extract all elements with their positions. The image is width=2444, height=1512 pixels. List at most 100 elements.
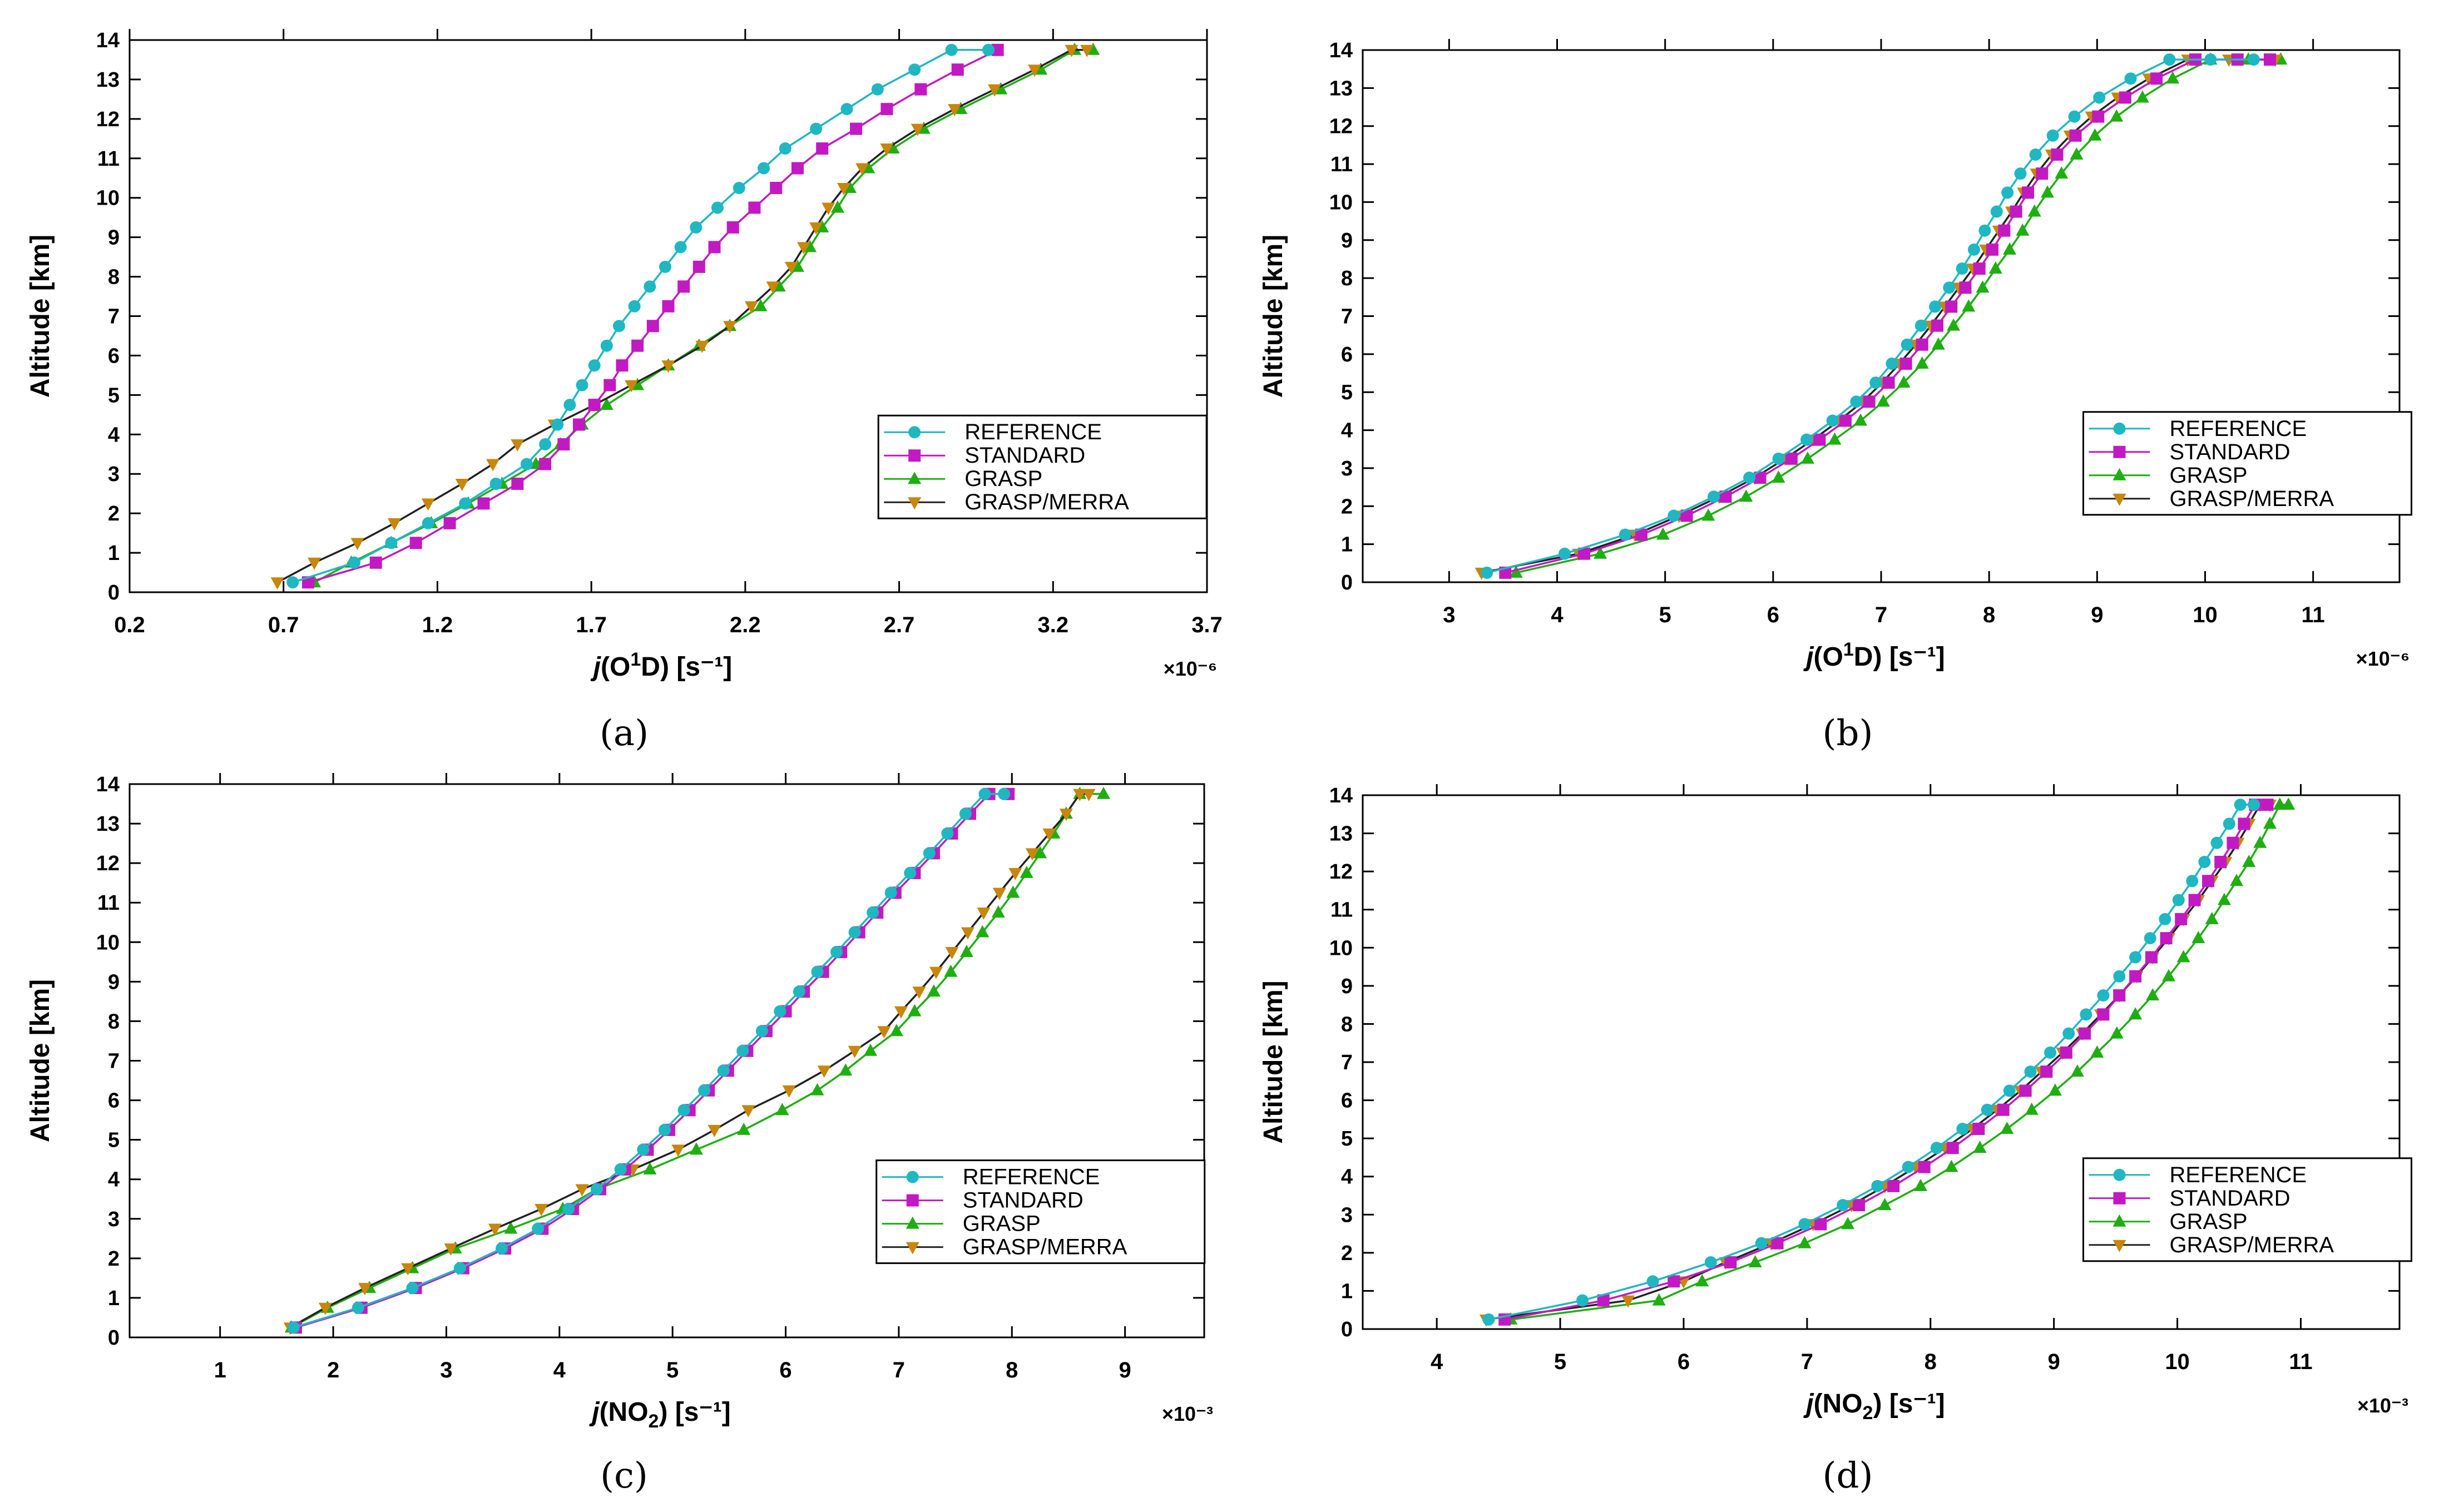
- legend-marker: [2112, 1214, 2126, 1227]
- x-axis-label-part: (NO: [1814, 1389, 1863, 1419]
- data-point: [2166, 71, 2180, 84]
- legend-item: STANDARD: [2089, 440, 2290, 464]
- data-point: [837, 182, 850, 195]
- data-point: [2175, 913, 2188, 925]
- data-point: [2024, 1065, 2037, 1078]
- data-point: [1930, 1142, 1943, 1154]
- data-point: [1020, 865, 1033, 878]
- x-tick-label: 6: [1767, 603, 1779, 627]
- data-point: [563, 399, 576, 412]
- data-point: [1042, 828, 1056, 841]
- data-point: [945, 947, 959, 960]
- data-point: [1943, 281, 1956, 294]
- data-point: [539, 458, 552, 470]
- data-point: [1481, 566, 1493, 579]
- x-multiplier: ×10⁻³: [1162, 1402, 1213, 1425]
- data-point: [625, 380, 639, 393]
- data-point: [959, 807, 972, 820]
- data-point: [877, 1026, 891, 1039]
- y-tick-label: 13: [96, 812, 120, 836]
- data-point: [1800, 433, 1813, 446]
- data-point: [2040, 1065, 2053, 1078]
- legend-marker: [906, 1171, 919, 1183]
- data-point: [677, 1104, 690, 1117]
- data-point: [1916, 338, 1928, 351]
- series-grasp: [1504, 797, 2295, 1325]
- data-point: [358, 1283, 372, 1296]
- data-point: [774, 1005, 786, 1018]
- data-point: [1772, 470, 1785, 483]
- data-point: [1878, 1198, 1892, 1211]
- data-point: [1701, 508, 1715, 521]
- data-point: [2230, 874, 2244, 886]
- data-point: [1748, 1255, 1762, 1267]
- x-multiplier: ×10⁻⁶: [2356, 647, 2410, 670]
- y-axis-label: Altitude [km]: [1259, 980, 1288, 1143]
- data-point: [671, 1144, 685, 1157]
- data-point: [708, 241, 721, 254]
- data-point: [1945, 1159, 1958, 1172]
- data-point: [766, 281, 780, 294]
- data-point: [2014, 167, 2027, 180]
- y-tick-label: 9: [108, 970, 120, 994]
- data-point: [535, 1204, 548, 1217]
- data-point: [770, 181, 783, 194]
- data-point: [406, 1282, 419, 1295]
- y-tick-label: 12: [1329, 115, 1353, 138]
- data-point: [816, 142, 829, 155]
- x-tick-label: 7: [1875, 603, 1887, 627]
- data-point: [2144, 932, 2156, 945]
- data-point: [948, 104, 962, 117]
- data-point: [1635, 528, 1648, 541]
- data-point: [1897, 375, 1911, 388]
- data-point: [488, 1223, 502, 1236]
- series-grasp: [1509, 52, 2288, 578]
- x-tick-label: 2.7: [884, 613, 915, 637]
- data-point: [1578, 547, 1591, 560]
- data-point: [2090, 1045, 2104, 1058]
- data-point: [848, 926, 861, 939]
- data-point: [867, 906, 879, 919]
- data-point: [661, 360, 675, 373]
- data-point: [991, 43, 1004, 56]
- data-point: [889, 1024, 903, 1037]
- y-tick-label: 6: [1341, 1089, 1353, 1113]
- y-axis-label: Altitude [km]: [26, 979, 55, 1142]
- data-point: [459, 497, 472, 510]
- data-point: [871, 83, 884, 96]
- data-point: [1708, 490, 1720, 503]
- data-point: [810, 122, 823, 135]
- data-point: [616, 359, 629, 372]
- x-tick-label: 1.7: [576, 613, 607, 637]
- data-point: [1619, 528, 1631, 541]
- data-point: [689, 1142, 703, 1155]
- legend-marker: [906, 1242, 919, 1255]
- legend-item: GRASP: [882, 1212, 1041, 1236]
- y-tick-label: 6: [1341, 343, 1353, 366]
- data-point: [2227, 836, 2239, 849]
- data-point: [1869, 376, 1882, 389]
- data-point: [2113, 970, 2126, 983]
- legend-label: GRASP: [2169, 1209, 2247, 1234]
- data-point: [1871, 1179, 1884, 1192]
- y-tick-label: 7: [108, 305, 120, 329]
- x-tick-label: 9: [2048, 1350, 2060, 1374]
- data-point: [941, 827, 954, 840]
- data-point: [927, 984, 941, 997]
- data-point: [2062, 1027, 2075, 1040]
- y-tick-label: 4: [108, 423, 120, 447]
- data-point: [308, 557, 321, 570]
- data-point: [2273, 797, 2287, 810]
- data-point: [575, 1184, 589, 1197]
- data-point: [1901, 338, 1913, 351]
- data-point: [1962, 299, 1976, 312]
- data-point: [352, 1301, 364, 1314]
- data-point: [1785, 452, 1798, 465]
- data-point: [850, 122, 863, 135]
- y-tick-label: 10: [1329, 936, 1353, 960]
- data-point: [754, 299, 768, 311]
- y-tick-label: 5: [108, 384, 120, 407]
- data-point: [1915, 356, 1929, 369]
- data-point: [2205, 911, 2219, 924]
- data-point: [628, 300, 641, 313]
